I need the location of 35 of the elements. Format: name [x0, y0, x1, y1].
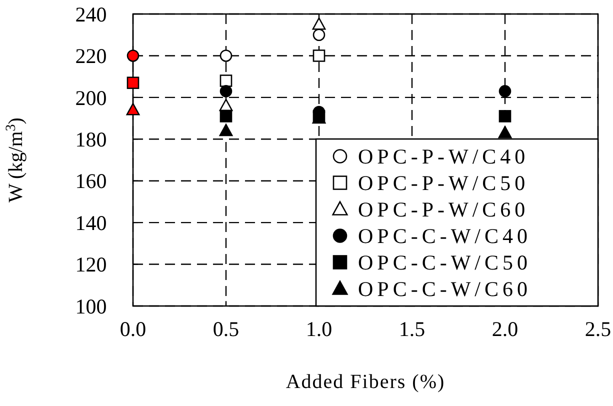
- y-tick-label: 220: [75, 44, 107, 68]
- x-axis-title: Added Fibers (%): [286, 371, 446, 393]
- point: [220, 50, 232, 62]
- legend-label: OPC-P-W/C60: [358, 198, 530, 222]
- y-tick-label: 160: [75, 169, 107, 194]
- legend-label: OPC-C-W/C40: [358, 224, 532, 248]
- point: [220, 74, 232, 87]
- x-tick-label: 2.0: [492, 317, 518, 341]
- point: [219, 124, 233, 136]
- x-tick-label: 1.0: [306, 317, 332, 341]
- point: [312, 50, 326, 62]
- point: [126, 102, 140, 116]
- point: [498, 85, 512, 98]
- y-tick-label: 200: [75, 86, 107, 110]
- point: [498, 126, 512, 138]
- y-tick-label: 140: [75, 210, 107, 235]
- point: [126, 50, 140, 62]
- point: [220, 85, 232, 98]
- y-tick-label: 240: [75, 2, 107, 26]
- point: [126, 76, 140, 89]
- point: [312, 17, 326, 30]
- legend-label: OPC-P-W/C50: [358, 171, 530, 196]
- point: [312, 28, 326, 42]
- legend-label: OPC-P-W/C40: [358, 144, 530, 169]
- point: [498, 110, 512, 122]
- x-tick-label: 1.5: [398, 317, 426, 341]
- y-tick-label: 180: [75, 127, 107, 152]
- legend-label: OPC-C-W/C50: [358, 250, 532, 275]
- x-tick-label: 0.0: [120, 317, 146, 341]
- y-tick-label: 120: [75, 252, 107, 277]
- x-tick-label: 2.5: [584, 317, 612, 341]
- point: [220, 110, 232, 122]
- legend-label: OPC-C-W/C60: [358, 277, 532, 302]
- x-tick-label: 0.5: [212, 317, 240, 341]
- y-tick-label: 100: [75, 294, 107, 318]
